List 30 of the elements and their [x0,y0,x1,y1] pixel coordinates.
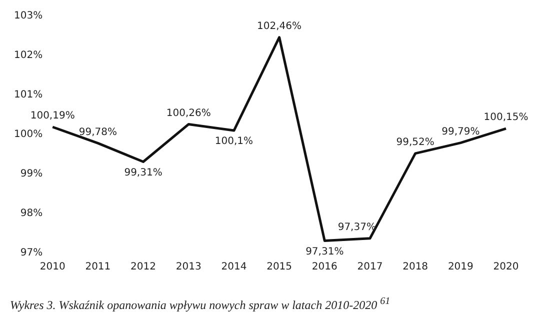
x-tick-label: 2014 [221,262,247,273]
data-label: 102,46% [257,20,302,32]
x-tick-label: 2016 [312,262,338,273]
data-label: 100,19% [30,110,75,122]
data-label: 97,37% [338,222,376,233]
x-tick-label: 2020 [493,262,519,273]
y-tick-label: 98% [20,208,43,220]
data-label: 99,31% [124,167,162,178]
x-tick-label: 2017 [357,262,383,273]
data-label: 100,15% [484,112,528,124]
data-label: 99,78% [78,126,117,138]
y-tick-label: 102% [14,50,43,62]
x-tick-label: 2012 [130,262,156,273]
x-tick-label: 2011 [85,262,111,273]
data-label: 100,26% [166,108,211,119]
x-tick-label: 2018 [402,262,428,273]
y-tick-label: 99% [20,168,43,180]
y-tick-label: 97% [20,248,43,259]
data-label: 99,52% [396,137,434,148]
data-label: 99,79% [442,126,480,138]
data-label: 97,31% [306,246,344,258]
x-tick-label: 2010 [40,262,66,273]
data-label: 100,1% [214,136,254,148]
x-tick-label: 2015 [266,262,292,273]
y-tick-label: 103% [14,10,43,22]
y-tick-label: 101% [14,90,43,101]
y-tick-label: 100% [14,129,43,140]
x-tick-label: 2019 [448,262,474,273]
text: Wykres 3. Wskaźnik opanowania wpływu nowych spraw w latach 2010-2020 $^{61}$ [10,296,390,313]
x-tick-label: 2013 [176,262,202,273]
